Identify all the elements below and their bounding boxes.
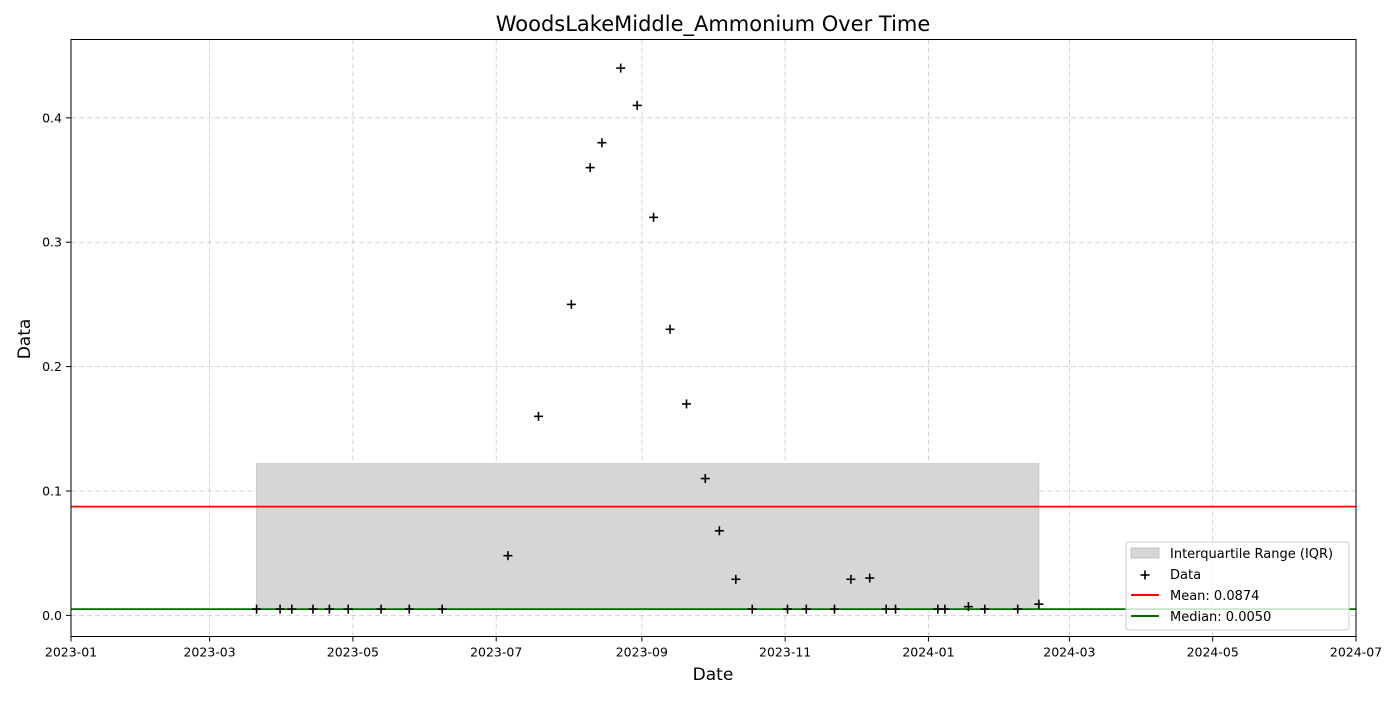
data-point bbox=[376, 604, 386, 614]
legend-data-label: Data bbox=[1170, 568, 1201, 583]
data-point bbox=[963, 602, 973, 612]
x-tick-label: 2024-07 bbox=[1330, 645, 1382, 660]
legend-iqr-label: Interquartile Range (IQR) bbox=[1170, 547, 1333, 562]
legend-box bbox=[1125, 541, 1350, 631]
data-point bbox=[343, 604, 353, 614]
plot-frame bbox=[70, 39, 1357, 637]
data-point bbox=[714, 526, 724, 536]
data-point bbox=[980, 604, 990, 614]
x-tick-label: 2023-03 bbox=[183, 645, 235, 660]
data-point bbox=[731, 574, 741, 584]
data-point bbox=[404, 604, 414, 614]
data-point bbox=[1013, 604, 1023, 614]
data-point bbox=[891, 604, 901, 614]
y-tick-label: 0.3 bbox=[42, 235, 62, 250]
data-point bbox=[801, 604, 811, 614]
data-points bbox=[252, 63, 1044, 614]
data-point bbox=[597, 138, 607, 148]
x-tick-label: 2024-03 bbox=[1043, 645, 1095, 660]
data-point bbox=[616, 63, 626, 73]
data-point bbox=[681, 399, 691, 409]
data-point bbox=[632, 100, 642, 110]
data-point bbox=[533, 411, 543, 421]
y-axis: 0.0 0.1 0.2 0.3 0.4 bbox=[42, 110, 71, 623]
legend-data-marker bbox=[1140, 570, 1150, 580]
legend: Interquartile Range (IQR) Data Mean: 0.0… bbox=[1125, 541, 1350, 631]
x-tick-label: 2023-05 bbox=[327, 645, 379, 660]
y-tick-label: 0.4 bbox=[42, 110, 62, 125]
data-point bbox=[649, 212, 659, 222]
data-point bbox=[308, 604, 318, 614]
data-point bbox=[700, 474, 710, 484]
data-point bbox=[829, 604, 839, 614]
x-axis: 2023-01 2023-03 2023-05 2023-07 2023-09 2023-… bbox=[45, 636, 1382, 660]
y-tick-label: 0.2 bbox=[42, 359, 62, 374]
x-axis-label: Date bbox=[693, 665, 734, 685]
legend-median-label: Median: 0.0050 bbox=[1170, 610, 1271, 625]
data-point bbox=[665, 324, 675, 334]
data-point bbox=[940, 604, 950, 614]
data-point bbox=[437, 604, 447, 614]
data-point bbox=[782, 604, 792, 614]
data-point bbox=[503, 551, 513, 561]
iqr-band bbox=[256, 463, 1040, 610]
x-tick-label: 2023-11 bbox=[759, 645, 811, 660]
data-point bbox=[252, 604, 262, 614]
data-point bbox=[275, 604, 285, 614]
data-point bbox=[566, 299, 576, 309]
data-point bbox=[865, 573, 875, 583]
x-tick-label: 2023-01 bbox=[45, 645, 97, 660]
chart-title: WoodsLakeMiddle_Ammonium Over Time bbox=[496, 12, 931, 37]
y-axis-label: Data bbox=[15, 319, 35, 360]
data-point bbox=[287, 604, 297, 614]
data-point bbox=[747, 604, 757, 614]
x-tick-label: 2023-07 bbox=[470, 645, 522, 660]
x-tick-label: 2024-01 bbox=[902, 645, 954, 660]
data-point bbox=[585, 163, 595, 173]
data-point bbox=[881, 604, 891, 614]
x-tick-label: 2024-05 bbox=[1187, 645, 1239, 660]
legend-iqr-swatch bbox=[1130, 547, 1160, 559]
data-point bbox=[1034, 599, 1044, 609]
x-tick-label: 2023-09 bbox=[616, 645, 668, 660]
data-point bbox=[324, 604, 334, 614]
data-point bbox=[846, 574, 856, 584]
y-tick-label: 0.0 bbox=[42, 608, 62, 623]
legend-mean-label: Mean: 0.0874 bbox=[1170, 589, 1259, 604]
y-tick-label: 0.1 bbox=[42, 483, 62, 498]
